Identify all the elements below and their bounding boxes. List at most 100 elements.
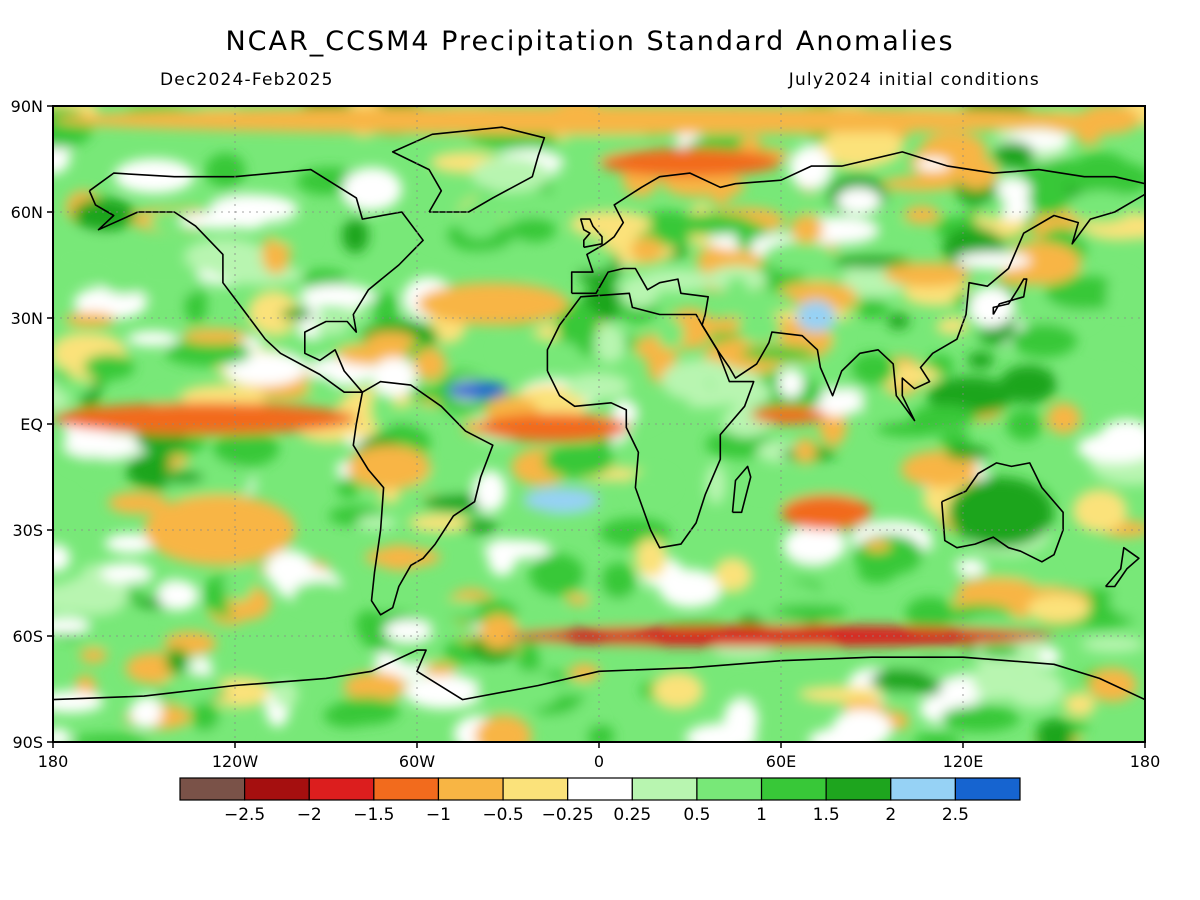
coastlines	[53, 126, 1145, 701]
field-blob	[53, 690, 104, 713]
gridlines	[53, 106, 1145, 742]
field-blob	[969, 286, 1014, 328]
field-blob	[982, 557, 1032, 583]
field-blob	[370, 387, 396, 431]
field-blob	[714, 557, 751, 591]
madagascar-coast	[731, 465, 752, 514]
field-blob	[1077, 432, 1145, 464]
field-blob	[475, 670, 561, 711]
field-blob	[70, 734, 150, 742]
field-blob	[900, 450, 979, 488]
field-blob	[762, 240, 835, 273]
colorbar-label: 2.5	[942, 805, 969, 825]
lon-tick-label: 0	[594, 752, 604, 771]
field-blob	[300, 269, 348, 290]
africa-coast	[546, 292, 755, 549]
region-south-indian-dry	[781, 494, 872, 530]
field-blob	[1045, 275, 1121, 310]
field-blob	[342, 167, 402, 211]
field-blob	[181, 328, 250, 344]
field-blob	[62, 432, 148, 459]
field-blob	[709, 369, 760, 392]
field-blob	[332, 697, 400, 725]
field-blob	[565, 245, 615, 272]
field-blob	[887, 313, 910, 330]
field-blob	[587, 724, 615, 742]
new-zealand-coast	[1104, 546, 1140, 588]
lon-tick-label: 180	[1130, 752, 1161, 771]
field-blob	[1011, 323, 1077, 358]
field-blob	[553, 679, 591, 695]
field-blob	[281, 307, 313, 321]
field-blob	[734, 684, 818, 697]
colorbar-label: −2.5	[224, 805, 265, 825]
field-blob	[224, 352, 306, 386]
anomaly-field	[53, 106, 1145, 742]
colorbar-label: −1	[426, 805, 451, 825]
region-caribbean-wet	[447, 381, 509, 400]
field-blob	[909, 404, 977, 429]
field-blob	[183, 238, 267, 275]
colorbar-swatch	[890, 777, 956, 801]
lon-tick-label: 120E	[943, 752, 984, 771]
field-blob	[1081, 636, 1145, 653]
lon-tick-label: 60E	[766, 752, 796, 771]
colorbar-label: −0.25	[542, 805, 594, 825]
field-blob	[164, 339, 252, 367]
lat-tick-label: 90N	[11, 97, 43, 116]
field-blob	[165, 647, 189, 675]
field-blob	[85, 455, 107, 481]
field-blob	[957, 577, 1036, 598]
field-blob	[475, 715, 532, 742]
field-blob	[343, 672, 407, 701]
field-blob	[661, 359, 741, 401]
field-blob	[184, 284, 208, 325]
colorbar-swatch	[502, 777, 569, 801]
field-blob	[439, 599, 481, 617]
field-blob	[137, 266, 205, 297]
field-blob	[79, 648, 108, 663]
field-blob	[529, 553, 585, 596]
field-blob	[806, 268, 834, 283]
lat-tick-label: 60S	[12, 627, 43, 646]
field-blob	[304, 376, 335, 394]
field-blob	[1005, 669, 1065, 709]
field-blob	[414, 347, 447, 381]
field-blob	[1046, 402, 1081, 435]
field-blob	[771, 604, 848, 621]
field-blob	[518, 638, 540, 681]
region-india-wet	[796, 300, 836, 333]
field-blob	[364, 547, 441, 568]
field-blob	[384, 619, 433, 642]
field-blob	[638, 269, 714, 292]
field-blob	[207, 677, 272, 708]
field-blob	[53, 617, 90, 634]
lat-tick-label: 90S	[12, 733, 43, 752]
field-blob	[1091, 372, 1130, 393]
lon-tick-label: 120W	[212, 752, 259, 771]
field-blob	[341, 218, 369, 254]
field-blob	[905, 596, 955, 631]
field-blob	[913, 732, 961, 742]
field-blob	[999, 365, 1058, 404]
field-blob	[589, 588, 652, 628]
field-blob	[72, 197, 136, 232]
field-blob	[190, 702, 220, 731]
field-blob	[457, 199, 502, 239]
south-america-coast	[352, 380, 494, 616]
field-blob	[205, 153, 246, 189]
field-blob	[336, 477, 360, 499]
field-blob	[723, 698, 759, 741]
field-blob	[804, 199, 826, 216]
field-blob	[1073, 489, 1127, 533]
field-blob	[372, 292, 399, 324]
field-blob	[967, 351, 995, 369]
field-blob	[850, 352, 896, 386]
field-blob	[831, 709, 892, 742]
field-blob	[53, 544, 71, 572]
region-indian-ocean-dry	[750, 406, 827, 425]
field-blob	[1060, 369, 1095, 389]
colorbar-label: 1.5	[813, 805, 840, 825]
colorbar-swatch	[696, 777, 763, 801]
